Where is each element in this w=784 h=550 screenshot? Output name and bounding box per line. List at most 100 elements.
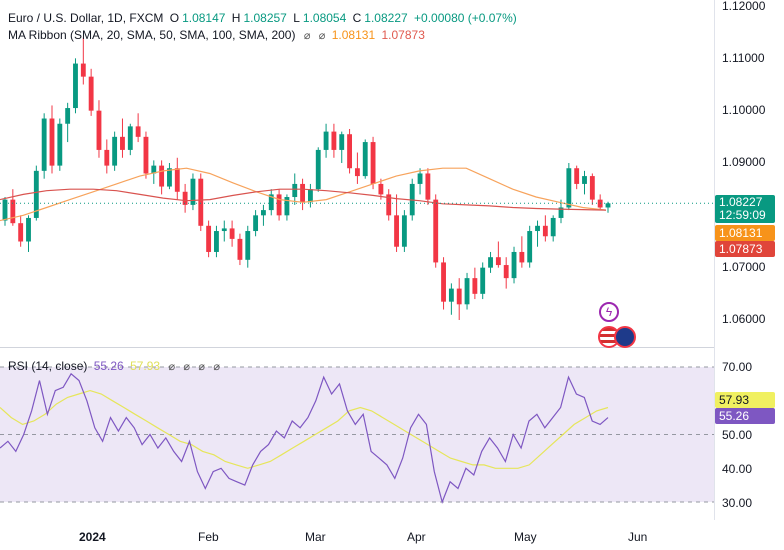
- ma-fast-tag: 1.08131: [715, 225, 775, 241]
- eye-off-icon[interactable]: ⌀: [183, 361, 191, 373]
- ma-slow-tag: 1.07873: [715, 241, 775, 257]
- rsi-tick: 50.00: [722, 428, 753, 442]
- candle-body: [323, 131, 329, 150]
- candle-body: [261, 210, 266, 216]
- lightning-icon[interactable]: ϟ: [599, 302, 619, 322]
- candle-body: [589, 176, 595, 200]
- price-tick: 1.10000: [722, 103, 766, 117]
- time-label: May: [514, 530, 537, 544]
- ma-value-2: 1.07873: [381, 28, 425, 42]
- candle-body: [284, 197, 290, 216]
- candle-body: [495, 257, 501, 266]
- candle-body: [190, 178, 196, 205]
- candle-body: [57, 123, 63, 166]
- rsi-tick: 70.00: [722, 360, 753, 374]
- eye-off-icon[interactable]: ⌀: [213, 361, 220, 373]
- high-label: H: [231, 11, 241, 25]
- candle-body: [182, 191, 188, 205]
- rsi-tag: 55.26: [715, 408, 775, 424]
- candle-body: [480, 267, 486, 294]
- candle-body: [245, 231, 251, 260]
- candle-body: [112, 136, 118, 166]
- eu-flag-icon[interactable]: [614, 326, 636, 348]
- candle-body: [88, 76, 94, 111]
- candle-body: [10, 199, 16, 224]
- candle-body: [151, 165, 157, 174]
- candle-body: [96, 110, 102, 150]
- candle-body: [221, 228, 227, 232]
- candle-body: [18, 223, 24, 242]
- candle-body: [433, 199, 439, 263]
- symbol-title: Euro / U.S. Dollar, 1D, FXCM: [8, 11, 164, 25]
- candle-body: [488, 257, 493, 268]
- candle-body: [41, 118, 47, 171]
- candle-body: [127, 126, 133, 150]
- candle-body: [26, 217, 31, 242]
- current-price-tag: 1.08227 12:59:09: [715, 195, 775, 223]
- candle-body: [135, 126, 141, 137]
- candle-body: [354, 168, 360, 177]
- candle-body: [503, 265, 509, 279]
- rsi-tick: 40.00: [722, 462, 753, 476]
- candle-body: [362, 142, 368, 177]
- close-label: C: [352, 11, 362, 25]
- ma-ribbon-legend[interactable]: MA Ribbon (SMA, 20, SMA, 50, SMA, 100, S…: [8, 28, 428, 43]
- candle-body: [174, 168, 180, 192]
- candle-body: [80, 63, 86, 77]
- candle-body: [417, 173, 423, 184]
- candle-body: [268, 194, 274, 211]
- price-axis[interactable]: [714, 0, 784, 520]
- candle-body: [519, 251, 525, 263]
- rsi-signal-value: 57.93: [130, 359, 161, 373]
- price-tick: 1.07000: [722, 260, 766, 274]
- candle-body: [331, 131, 337, 150]
- candle-body: [370, 142, 376, 184]
- candle-body: [535, 225, 540, 232]
- candle-body: [307, 189, 313, 203]
- candle-body: [386, 194, 392, 216]
- rsi-value: 55.26: [93, 359, 124, 373]
- candle-body: [558, 207, 564, 218]
- candle-body: [33, 170, 39, 218]
- candle-body: [605, 203, 611, 208]
- eye-off-icon[interactable]: ⌀: [168, 361, 176, 373]
- ma-slow-line: [0, 188, 607, 211]
- high-value: 1.08257: [243, 11, 287, 25]
- candle-body: [143, 136, 149, 174]
- candle-body: [511, 251, 517, 279]
- candle-body: [229, 228, 235, 239]
- time-label: Mar: [305, 530, 326, 544]
- candle-body: [167, 168, 172, 187]
- candle-body: [550, 217, 556, 237]
- rsi-tick: 30.00: [722, 496, 753, 510]
- rsi-line: [0, 372, 609, 504]
- candle-body: [206, 225, 212, 252]
- eye-off-icon[interactable]: ⌀: [318, 30, 326, 42]
- rsi-legend[interactable]: RSI (14, close) 55.26 57.93 ⌀ ⌀ ⌀ ⌀: [8, 359, 223, 374]
- candle-body: [456, 288, 462, 305]
- candle-body: [347, 134, 352, 169]
- price-tick: 1.12000: [722, 0, 766, 13]
- candle-body: [104, 149, 110, 166]
- change-value: +0.00080 (+0.07%): [414, 11, 517, 25]
- time-label: Jun: [628, 530, 648, 544]
- candle-body: [441, 262, 446, 302]
- candle-body: [542, 225, 548, 237]
- price-tick: 1.11000: [722, 51, 765, 65]
- candle-body: [401, 215, 407, 247]
- eye-off-icon[interactable]: ⌀: [198, 361, 206, 373]
- candle-body: [425, 173, 431, 200]
- price-tick: 1.06000: [722, 312, 766, 326]
- ma-value-1: 1.08131: [331, 28, 376, 42]
- rsi-title: RSI (14, close): [8, 359, 88, 373]
- candle-body: [527, 231, 533, 263]
- candle-body: [159, 165, 165, 187]
- eye-off-icon[interactable]: ⌀: [303, 30, 311, 42]
- candle-body: [214, 231, 219, 252]
- candle-body: [394, 215, 399, 247]
- candle-body: [472, 278, 478, 294]
- low-value: 1.08054: [302, 11, 347, 25]
- pane-separator[interactable]: [0, 347, 714, 348]
- candle-body: [73, 63, 78, 109]
